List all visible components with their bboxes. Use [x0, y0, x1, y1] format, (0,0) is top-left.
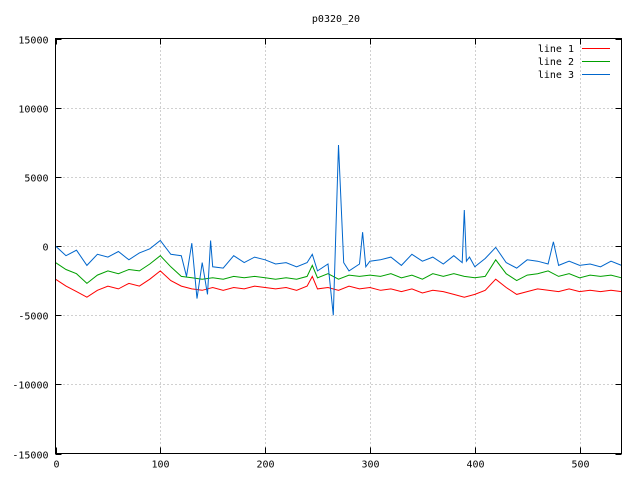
plot-frame	[55, 38, 622, 454]
x-tick-label: 200	[256, 460, 274, 471]
series-line-1	[55, 270, 622, 298]
y-tick-label: -10000	[12, 381, 48, 392]
y-tick-label: 5000	[24, 174, 48, 185]
chart-title: p0320_20	[312, 14, 360, 25]
legend-label: line 2	[538, 57, 574, 68]
grid-lines	[55, 38, 622, 454]
y-tick-labels: -15000 -10000 -5000 0 5000 10000 15000	[12, 36, 48, 462]
y-tick-label: 15000	[18, 36, 48, 47]
y-tick-label: 0	[42, 243, 48, 254]
y-tick-label: 10000	[18, 105, 48, 116]
legend: line 1 line 2 line 3	[538, 44, 610, 81]
x-tick-label: 0	[53, 460, 59, 471]
x-tick-label: 100	[151, 460, 169, 471]
series-line-2	[55, 255, 622, 285]
x-tick-labels: 0 100 200 300 400 500	[53, 460, 589, 471]
y-tick-label: -15000	[12, 451, 48, 462]
y-tick-label: -5000	[18, 312, 48, 323]
series-lines	[55, 144, 622, 316]
legend-label: line 1	[538, 44, 574, 55]
legend-label: line 3	[538, 70, 574, 81]
axis-ticks	[55, 38, 622, 455]
x-tick-label: 400	[466, 460, 484, 471]
x-tick-label: 300	[361, 460, 379, 471]
series-line-3	[55, 144, 622, 316]
x-tick-label: 500	[571, 460, 589, 471]
